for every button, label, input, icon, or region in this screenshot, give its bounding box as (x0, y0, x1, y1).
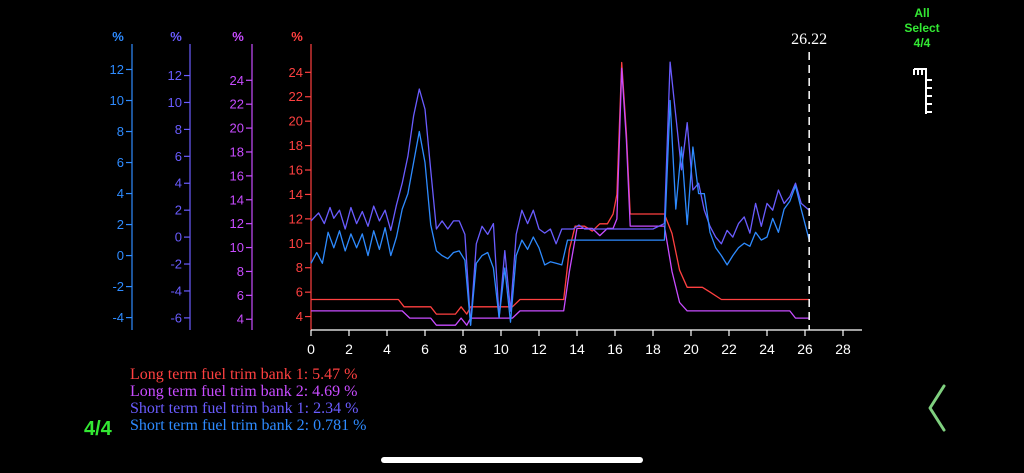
y-axis-tick-label: 12 (230, 216, 244, 231)
y-axis-tick-label: 8 (296, 260, 303, 275)
x-axis-tick-label: 2 (345, 341, 353, 357)
y-axis-tick-label: 2 (117, 217, 124, 232)
y-axis-tick-label: 20 (289, 114, 303, 129)
x-axis-tick-label: 22 (721, 341, 737, 357)
y-axis-tick-label: 6 (175, 149, 182, 164)
series-line-short-term-bank-2 (310, 99, 810, 326)
series-line-short-term-bank-1 (310, 61, 810, 326)
y-axis-tick-label: 6 (237, 288, 244, 303)
series-line-long-term-bank-2 (311, 67, 810, 326)
y-axis-tick-label: 4 (175, 176, 182, 191)
y-axis-tick-label: 24 (230, 73, 244, 88)
select-panel-line-3: 4/4 (913, 36, 931, 50)
y-axis-tick-label: -2 (112, 279, 124, 294)
y-axis-unit-label: % (232, 29, 244, 44)
y-axis-tick-label: 4 (296, 309, 303, 324)
y-axis-tick-label: 16 (289, 163, 303, 178)
y-axis-tick-label: 12 (168, 68, 182, 83)
y-axis-tick-label: 10 (110, 93, 124, 108)
y-axis-tick-label: -4 (112, 310, 124, 325)
legend-item-short-term-bank-1[interactable]: Short term fuel trim bank 1: 2.34 % (130, 400, 359, 417)
y-axis-tick-label: 22 (289, 89, 303, 104)
y-axis-tick-label: 8 (117, 124, 124, 139)
y-axis-tick-label: -4 (170, 283, 182, 298)
x-axis-tick-label: 18 (645, 341, 661, 357)
x-axis-tick-label: 8 (459, 341, 467, 357)
y-axis-unit-label: % (170, 29, 182, 44)
x-axis-tick-label: 6 (421, 341, 429, 357)
y-axis-tick-label: 6 (296, 285, 303, 300)
y-axis-unit-label: % (291, 29, 303, 44)
y-axis-tick-label: 16 (230, 168, 244, 183)
all-select-button[interactable]: All Select 4/4 (892, 6, 952, 51)
x-axis-tick-label: 12 (531, 341, 547, 357)
y-axis-tick-label: 14 (289, 187, 303, 202)
chevron-left-icon[interactable] (922, 382, 954, 434)
legend-item-long-term-bank-2[interactable]: Long term fuel trim bank 2: 4.69 % (130, 383, 358, 400)
x-axis-tick-label: 26 (797, 341, 813, 357)
legend-item-long-term-bank-1[interactable]: Long term fuel trim bank 1: 5.47 % (130, 366, 358, 383)
y-axis-tick-label: 8 (175, 122, 182, 137)
y-axis-tick-label: 4 (117, 186, 124, 201)
cursor-value-label: 26.22 (791, 31, 827, 48)
y-axis-tick-label: 12 (289, 211, 303, 226)
y-axis-tick-label: 14 (230, 192, 244, 207)
x-axis-tick-label: 16 (607, 341, 623, 357)
x-axis-tick-label: 14 (569, 341, 585, 357)
y-axis-tick-label: 10 (230, 240, 244, 255)
y-axis-tick-label: 8 (237, 264, 244, 279)
y-axis-unit-label: % (112, 29, 124, 44)
y-axis-tick-label: 2 (175, 203, 182, 218)
x-axis-tick-label: 28 (835, 341, 851, 357)
y-axis-tick-label: 10 (168, 95, 182, 110)
x-axis-tick-label: 24 (759, 341, 775, 357)
y-axis-tick-label: 24 (289, 65, 303, 80)
y-axis-tick-label: 6 (117, 155, 124, 170)
y-axis-tick-label: -2 (170, 257, 182, 272)
y-axis-tick-label: 20 (230, 121, 244, 136)
y-axis-tick-label: -6 (170, 310, 182, 325)
y-axis-tick-label: 4 (237, 312, 244, 327)
select-panel-line-2: Select (904, 21, 940, 35)
y-axis-tick-label: 10 (289, 236, 303, 251)
series-line-long-term-bank-1 (311, 61, 810, 315)
y-axis-tick-label: 0 (175, 230, 182, 245)
tick-bracket-icon[interactable] (912, 66, 936, 116)
x-axis-tick-label: 20 (683, 341, 699, 357)
select-panel-line-1: All (914, 6, 930, 20)
x-axis-tick-label: 0 (307, 341, 315, 357)
y-axis-tick-label: 12 (110, 62, 124, 77)
y-axis-tick-label: 22 (230, 97, 244, 112)
y-axis-tick-label: 18 (230, 144, 244, 159)
x-axis-tick-label: 10 (493, 341, 509, 357)
page-indicator: 4/4 (84, 418, 112, 440)
legend-item-short-term-bank-2[interactable]: Short term fuel trim bank 2: 0.781 % (130, 417, 367, 434)
home-indicator[interactable] (381, 457, 643, 463)
y-axis-tick-label: 0 (117, 248, 124, 263)
x-axis-tick-label: 4 (383, 341, 391, 357)
legend: Long term fuel trim bank 1: 5.47 % Long … (130, 366, 366, 434)
y-axis-tick-label: 18 (289, 138, 303, 153)
